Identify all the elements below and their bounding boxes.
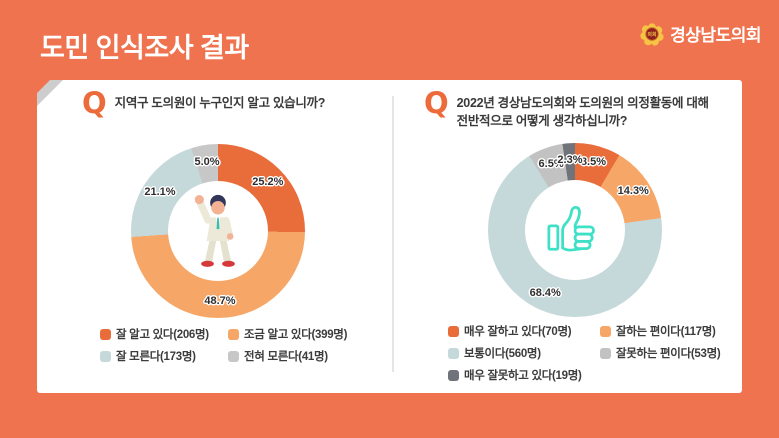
- question-row-left: Q 지역구 도의원이 누구인지 알고 있습니까?: [82, 86, 372, 120]
- page-title: 도민 인식조사 결과: [40, 33, 249, 63]
- section-divider: [392, 96, 394, 372]
- slice-percent-label: 5.0%: [194, 155, 220, 168]
- council-logo: 의회 경상남도의회: [640, 21, 761, 46]
- person-cheering-icon: [194, 194, 235, 267]
- legend-awareness: 잘 알고 있다(206명) 조금 알고 있다(399명) 잘 모른다(173명) 전혀…: [100, 326, 347, 364]
- legend-label: 잘 모른다(173명): [116, 351, 196, 363]
- donut-chart-evaluation: 8.5% 14.3% 68.4% 6.5% 2.3%: [488, 143, 662, 317]
- legend-label: 조금 알고 있다(399명): [244, 329, 348, 341]
- slice-percent-label: 25.2%: [252, 175, 284, 188]
- legend-swatch: [228, 350, 239, 362]
- legend-swatch: [100, 328, 111, 340]
- legend-swatch: [448, 325, 459, 337]
- council-emblem-icon: 의회: [640, 22, 664, 46]
- legend-label: 매우 잘못하고 있다(19명): [464, 370, 582, 382]
- logo-text: 경상남도의회: [670, 26, 761, 45]
- slice-percent-label: 6.5%: [538, 158, 564, 171]
- legend-item: 보통이다(560명): [448, 345, 584, 361]
- question-icon: Q: [82, 86, 107, 120]
- legend-swatch: [448, 347, 459, 359]
- donut-chart-awareness: 25.2% 48.7% 21.1% 5.0%: [131, 144, 305, 318]
- legend-swatch: [600, 325, 611, 337]
- legend-swatch: [100, 350, 111, 362]
- slice-percent-label: 48.7%: [204, 294, 236, 307]
- legend-label: 보통이다(560명): [464, 348, 541, 360]
- question-icon: Q: [424, 86, 449, 120]
- legend-item: 잘못하는 편이다(53명): [600, 345, 721, 361]
- legend-item: 잘 모른다(173명): [100, 348, 212, 364]
- legend-swatch: [228, 328, 239, 340]
- legend-label: 잘 알고 있다(206명): [116, 329, 209, 341]
- thumbs-up-icon: [547, 205, 595, 252]
- legend-item: 잘하는 편이다(117명): [600, 323, 720, 339]
- legend-label: 잘하는 편이다(117명): [616, 326, 716, 338]
- legend-item: 조금 알고 있다(399명): [228, 326, 347, 342]
- content-panel: Q 지역구 도의원이 누구인지 알고 있습니까?: [37, 80, 742, 393]
- legend-swatch: [600, 347, 611, 359]
- legend-item: 매우 잘하고 있다(70명): [448, 323, 584, 339]
- slice-percent-label: 21.1%: [144, 185, 176, 198]
- legend-label: 매우 잘하고 있다(70명): [464, 326, 572, 338]
- slice-percent-label: 14.3%: [617, 185, 649, 198]
- question-text-right: 2022년 경상남도의회와 도의원의 의정활동에 대해 전반적으로 어떻게 생각하…: [456, 96, 709, 128]
- legend-item: 전혀 모른다(41명): [228, 348, 347, 364]
- question-text-left: 지역구 도의원이 누구인지 알고 있습니까?: [114, 96, 326, 110]
- legend-label: 전혀 모른다(41명): [244, 351, 328, 363]
- slice-percent-label: 68.4%: [529, 287, 561, 300]
- legend-label: 잘못하는 편이다(53명): [616, 348, 721, 360]
- question-row-right: Q 2022년 경상남도의회와 도의원의 의정활동에 대해 전반적으로 어떻게 생…: [424, 86, 734, 130]
- slice-percent-label: 8.5%: [580, 156, 607, 169]
- slice-percent-label: 2.3%: [557, 154, 583, 167]
- person-cheering-illustration: [168, 181, 268, 281]
- thumbs-up-illustration: [525, 180, 625, 280]
- legend-item: 잘 알고 있다(206명): [100, 326, 212, 342]
- legend-item: 매우 잘못하고 있다(19명): [448, 367, 584, 383]
- legend-swatch: [448, 369, 459, 381]
- legend-evaluation: 매우 잘하고 있다(70명) 잘하는 편이다(117명) 보통이다(560명) 잘못하…: [448, 323, 721, 383]
- emblem-text: 의회: [648, 30, 658, 37]
